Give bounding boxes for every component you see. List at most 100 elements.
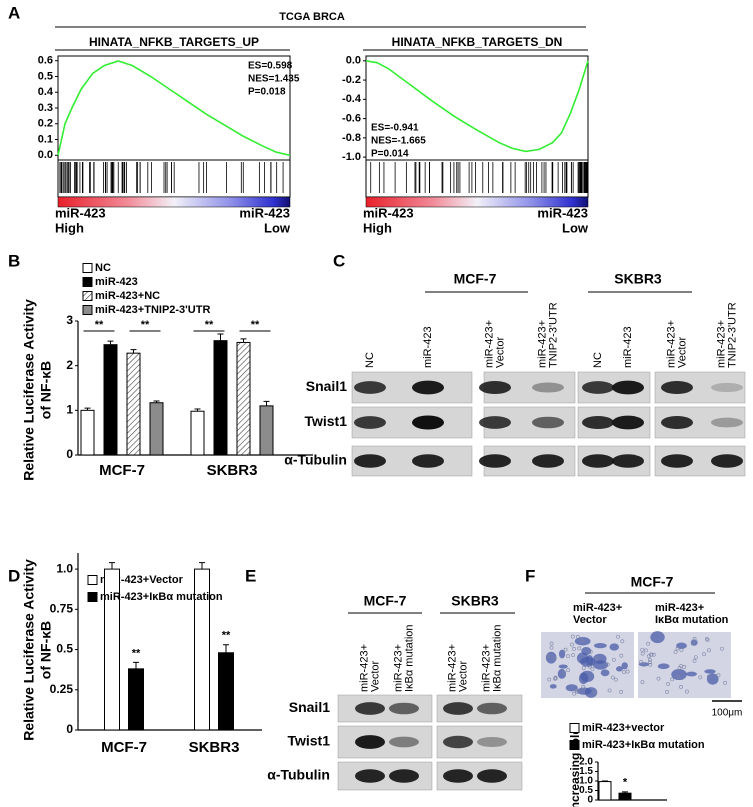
micrograph-label: miR-423+ <box>655 602 704 614</box>
pore <box>666 682 671 686</box>
y-tick-label: -0.8 <box>342 132 361 144</box>
pore <box>656 676 661 681</box>
pore <box>611 657 616 662</box>
rank-bar <box>365 196 589 208</box>
pore <box>702 652 706 657</box>
pore <box>588 649 593 654</box>
lane-label: miR-423+ <box>715 320 727 368</box>
error-bar <box>199 562 205 570</box>
pore <box>563 647 568 652</box>
cell <box>565 684 578 692</box>
error-bar <box>84 407 91 411</box>
x-axis-label: Low <box>264 220 291 235</box>
pore <box>605 662 610 667</box>
x-axis-label: High <box>363 220 392 235</box>
lane-label: NC <box>364 352 376 368</box>
chart-title: HINATA_NFKB_TARGETS_UP <box>89 35 259 49</box>
pore <box>616 634 620 639</box>
band <box>412 380 444 395</box>
pore <box>620 639 625 644</box>
cell <box>621 662 628 670</box>
cell <box>549 684 557 689</box>
y-tick-label: 0 <box>66 447 73 461</box>
legend-label: NC <box>95 262 111 274</box>
row-label: α-Tubulin <box>267 767 330 783</box>
pore <box>648 652 653 657</box>
y-tick-label: 2 <box>66 358 73 372</box>
y-tick-label: 1 <box>66 403 73 417</box>
micrograph <box>638 632 731 698</box>
band <box>443 769 473 783</box>
band <box>661 415 693 430</box>
panel-letter: C <box>333 251 345 270</box>
panel-letter: B <box>8 251 20 270</box>
lane-label: miR-423+ <box>665 320 677 368</box>
bar <box>236 341 251 456</box>
error-bar <box>622 791 628 794</box>
pore <box>676 675 681 679</box>
lane-label: miR-423+ <box>446 644 458 692</box>
cell <box>593 653 607 665</box>
micrograph-title: MCF-7 <box>631 574 674 590</box>
pore <box>639 660 643 664</box>
band <box>479 416 511 429</box>
band <box>612 454 644 468</box>
pore <box>640 647 645 652</box>
y-tick-label: 0.6 <box>38 55 53 67</box>
legend-label: miR-423+IκBα mutation <box>100 591 223 603</box>
chart-title: HINATA_NFKB_TARGETS_DN <box>392 35 563 49</box>
pore <box>693 655 698 660</box>
pore <box>647 657 652 662</box>
band <box>389 769 419 783</box>
micrograph-label: IκBα mutation <box>655 614 729 626</box>
band <box>412 415 444 430</box>
band <box>389 702 419 715</box>
cell <box>609 643 619 651</box>
cell <box>676 642 687 650</box>
pore <box>576 635 580 639</box>
panel-letter: A <box>8 3 20 22</box>
legend-swatch <box>82 291 93 301</box>
pore <box>641 662 646 667</box>
significance: ** <box>222 630 231 642</box>
lane-label: miR-423+ <box>392 644 404 692</box>
pore <box>622 670 626 675</box>
y-tick-label: 0.0 <box>38 149 53 161</box>
band <box>355 769 385 783</box>
pore <box>581 666 586 671</box>
annotation: ES=0.598 <box>248 61 293 72</box>
pore <box>547 677 552 682</box>
scale-label: 100μm <box>712 708 743 719</box>
cell <box>638 662 650 667</box>
lane-label: IκBα mutation <box>403 625 415 693</box>
y-tick-label: 0.5 <box>38 70 53 82</box>
band <box>532 416 564 429</box>
bar <box>190 410 205 456</box>
band <box>582 415 614 430</box>
error-bar <box>240 338 247 343</box>
cell <box>671 669 687 681</box>
band <box>354 454 386 468</box>
legend-swatch <box>82 305 93 315</box>
cell <box>600 669 610 677</box>
cell <box>580 656 596 667</box>
pore <box>679 685 683 689</box>
y-tick-label: 3 <box>66 313 73 327</box>
pore <box>698 675 703 680</box>
cell <box>615 666 623 672</box>
legend-swatch <box>569 723 580 733</box>
error-bar <box>602 780 608 782</box>
cell <box>558 649 566 659</box>
y-tick-label: 0.3 <box>38 102 53 114</box>
band <box>355 735 385 749</box>
bar <box>618 792 632 801</box>
cell <box>593 642 607 649</box>
row-label: Snail1 <box>306 378 347 394</box>
x-axis-label: miR-423 <box>363 205 414 220</box>
row-label: Snail1 <box>289 699 330 715</box>
x-tick-label: MCF-7 <box>99 462 145 479</box>
bar <box>259 405 274 456</box>
bar <box>80 409 95 456</box>
lane-label: Vector <box>457 660 469 692</box>
y-tick-label: -0.6 <box>342 112 361 124</box>
